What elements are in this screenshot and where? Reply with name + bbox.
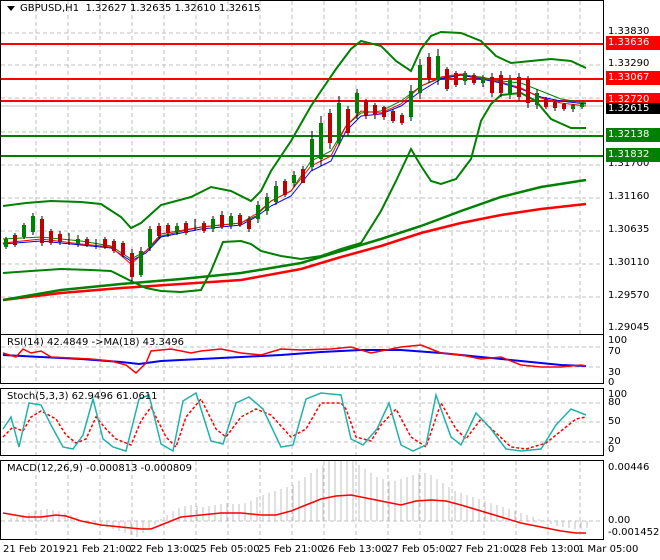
stoch-tick: 80 — [608, 397, 621, 408]
rsi-tick: 0 — [608, 377, 615, 388]
time-label: 22 Feb 13:00 — [130, 544, 196, 555]
stoch-axis: 100 80 50 20 0 — [604, 388, 660, 456]
macd-canvas — [1, 461, 603, 539]
bollinger-upper — [2, 30, 587, 230]
ma-long-line — [2, 202, 587, 302]
price-tick: 1.31160 — [608, 191, 650, 202]
chart-header: GBPUSD,H1 1.32627 1.32635 1.32610 1.3261… — [7, 3, 260, 14]
price-tick: 1.29045 — [608, 322, 650, 333]
ma-fast-blue — [2, 74, 587, 262]
triangle-down-icon[interactable] — [7, 5, 15, 11]
price-tick: 1.31700 — [608, 158, 650, 169]
time-label: 1 Mar 05:00 — [578, 544, 639, 555]
time-axis[interactable]: 21 Feb 2019 21 Feb 21:00 22 Feb 13:00 25… — [0, 540, 660, 560]
macd-pane[interactable]: MACD(12,26,9) -0.000813 -0.000809 — [0, 460, 604, 540]
macd-axis: 0.00446 0.00 -0.001452 — [604, 460, 660, 540]
price-tick: 1.33290 — [608, 58, 650, 69]
time-label: 27 Feb 05:00 — [386, 544, 452, 555]
macd-signal-line — [2, 494, 586, 534]
stoch-signal-line — [2, 397, 587, 450]
price-chart-canvas — [1, 1, 603, 334]
macd-tick: 0.00446 — [608, 462, 650, 473]
stoch-tick: 100 — [608, 389, 628, 400]
rsi-label: RSI(14) 42.4849 ->MA(18) 43.3496 — [7, 337, 184, 348]
price-tick: 1.30635 — [608, 224, 650, 235]
support-resistance-levels — [1, 43, 603, 157]
rsi-ma-line — [2, 349, 587, 367]
level-badge-resistance: 1.33636 — [606, 36, 660, 50]
time-label: 26 Feb 13:00 — [322, 544, 388, 555]
stochastic-canvas — [1, 389, 603, 455]
time-label: 21 Feb 21:00 — [66, 544, 132, 555]
time-label: 27 Feb 21:00 — [450, 544, 516, 555]
current-price-badge: 1.32615 — [606, 103, 660, 114]
stoch-tick: 20 — [608, 436, 621, 447]
ma-fast-red — [2, 73, 587, 265]
rsi-tick: 70 — [608, 346, 621, 357]
time-label: 25 Feb 21:00 — [258, 544, 324, 555]
stoch-label: Stoch(5,3,3) 62.9496 61.0611 — [7, 391, 158, 402]
price-tick: 1.30110 — [608, 257, 650, 268]
macd-tick: 0.00 — [608, 515, 631, 526]
level-badge-support: 1.31832 — [606, 148, 660, 162]
time-label: 28 Feb 13:00 — [514, 544, 580, 555]
stoch-tick: 50 — [608, 416, 621, 427]
price-tick: 1.29570 — [608, 290, 650, 301]
level-badge-support: 1.32138 — [606, 128, 660, 142]
rsi-axis: 100 70 30 0 — [604, 334, 660, 388]
rsi-tick: 100 — [608, 335, 628, 346]
stoch-main-line — [2, 391, 587, 453]
time-label: 25 Feb 05:00 — [194, 544, 260, 555]
rsi-line — [2, 344, 587, 375]
price-tick: 1.33830 — [608, 26, 650, 37]
main-price-pane[interactable]: GBPUSD,H1 1.32627 1.32635 1.32610 1.3261… — [0, 0, 604, 335]
symbol-timeframe: GBPUSD,H1 — [20, 3, 80, 14]
bollinger-middle — [2, 74, 587, 260]
ma-mid-line — [2, 178, 587, 302]
ohlc-values: 1.32627 1.32635 1.32610 1.32615 — [85, 3, 261, 14]
rsi-tick: 30 — [608, 367, 621, 378]
rsi-pane[interactable]: RSI(14) 42.4849 ->MA(18) 43.3496 — [0, 334, 604, 384]
stochastic-pane[interactable]: Stoch(5,3,3) 62.9496 61.0611 — [0, 388, 604, 456]
rsi-canvas — [1, 335, 603, 383]
level-badge-resistance: 1.33067 — [606, 71, 660, 85]
stoch-tick: 0 — [608, 444, 615, 455]
candlesticks — [4, 49, 584, 281]
grid — [1, 1, 603, 334]
bollinger-lower — [2, 91, 586, 294]
macd-tick: -0.001452 — [608, 527, 660, 538]
time-label: 21 Feb 2019 — [3, 544, 66, 555]
macd-label: MACD(12,26,9) -0.000813 -0.000809 — [7, 463, 192, 474]
price-axis[interactable]: 1.33830 1.33290 1.31700 1.31160 1.30635 … — [604, 0, 660, 335]
